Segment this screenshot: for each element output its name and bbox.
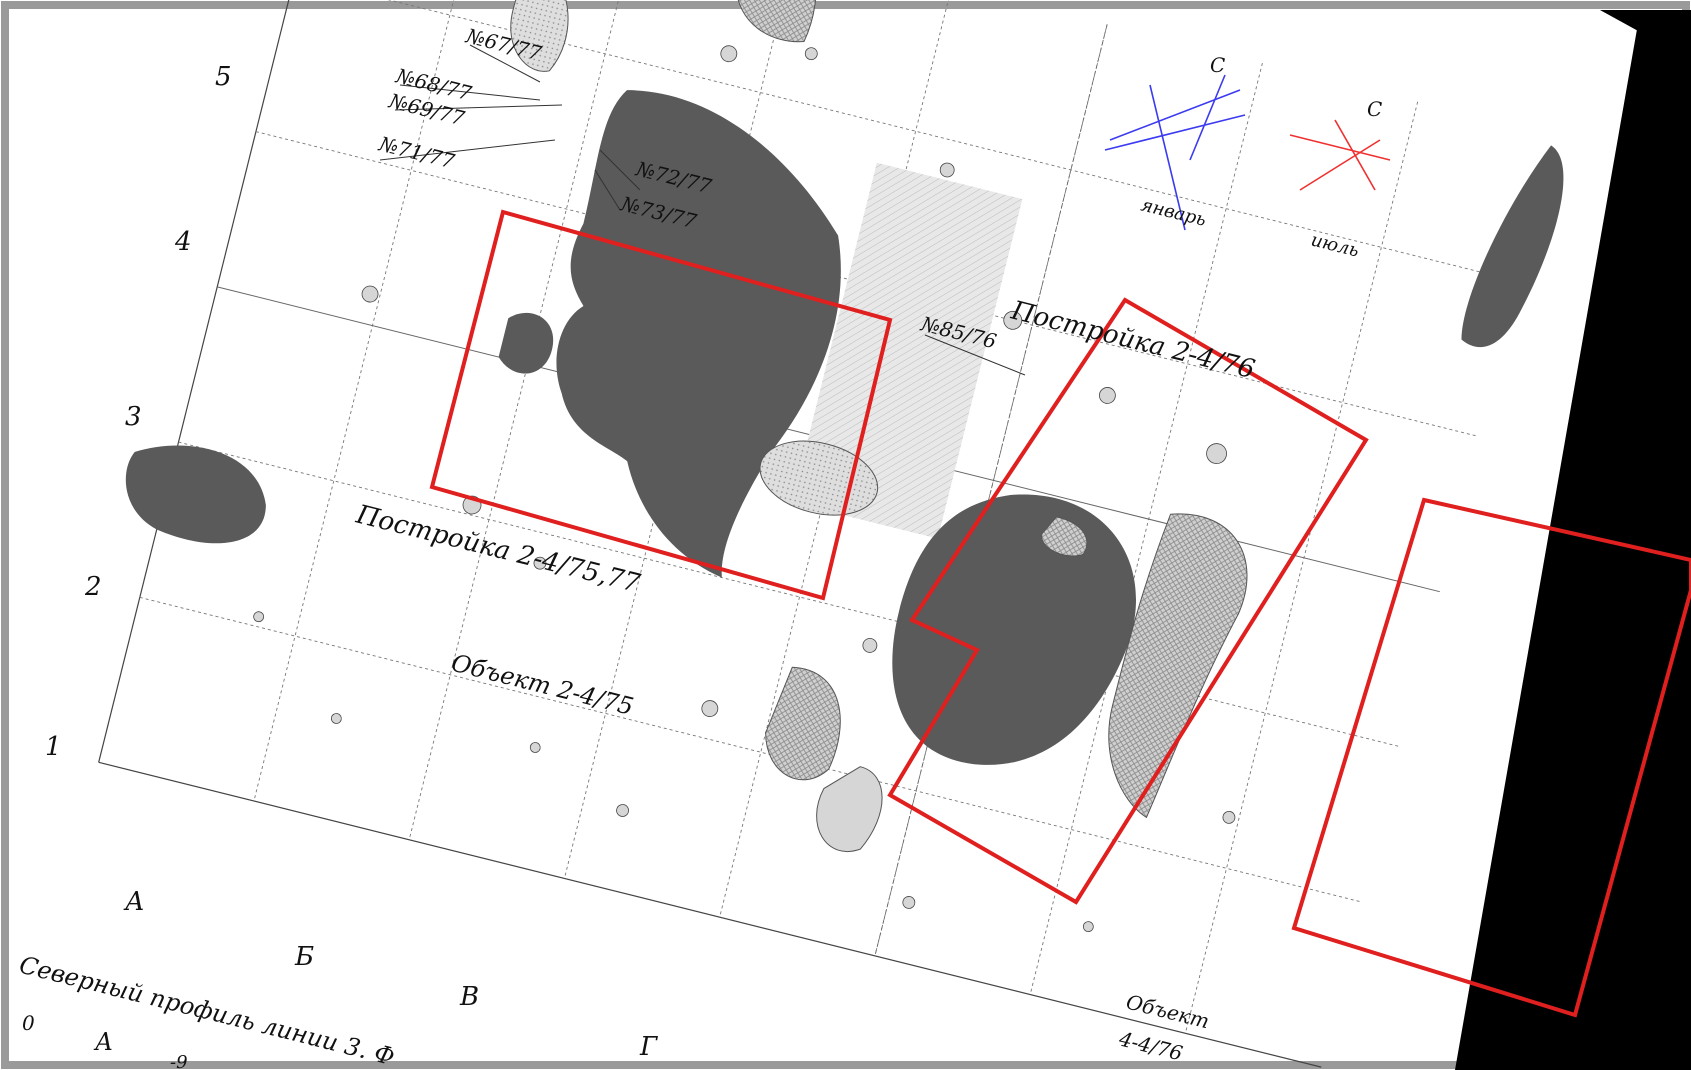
compass-january-north: С [1210, 53, 1225, 77]
row-label-5: 5 [215, 62, 232, 92]
small-stones [253, 45, 1236, 933]
col-label-g: Г [639, 1032, 658, 1062]
find-leaders [379, 44, 1026, 376]
scan-void-top [1600, 10, 1691, 60]
label-object-76-line1: Объект [1124, 990, 1212, 1034]
col-label-a: А [123, 887, 145, 917]
pit-building-76 [892, 494, 1136, 765]
hatched-area [792, 162, 1023, 539]
col-label-v: В [459, 982, 479, 1012]
compass-july-label: июль [1309, 229, 1361, 261]
profile-letter-0: 0 [22, 1011, 35, 1035]
label-object-76-line2: 4-4/76 [1116, 1026, 1186, 1065]
compass-january-label: январь [1139, 194, 1208, 230]
row-label-4: 4 [174, 227, 192, 257]
find-label-71-77: №71/77 [376, 131, 457, 173]
col-label-b: Б [294, 942, 314, 972]
plan-sheet [98, 0, 1564, 1068]
highlight-empty-area [1291, 497, 1691, 1018]
label-building-76: Постройка 2-4/76 [1007, 295, 1257, 385]
row-label-2: 2 [84, 572, 102, 602]
profile-letter-minus9: -9 [170, 1052, 188, 1070]
compass-july-north: С [1367, 97, 1382, 121]
highlight-building-75-77 [429, 209, 893, 601]
label-building-75-77: Постройка 2-4/75,77 [352, 499, 643, 599]
profile-letter-a: А [93, 1028, 113, 1056]
scan-void [1455, 12, 1691, 1070]
compass-january [1104, 74, 1246, 231]
profile-caption: Северный профиль линии 3. Ф [17, 951, 398, 1070]
pit-building-75-77 [556, 90, 841, 578]
highlight-building-76 [887, 297, 1369, 905]
highlight-boxes [429, 209, 1691, 1018]
row-label-3: 3 [125, 402, 142, 432]
label-object-75: Объект 2-4/75 [449, 649, 637, 721]
row-label-1: 1 [45, 732, 62, 762]
compass-july [1289, 119, 1391, 191]
